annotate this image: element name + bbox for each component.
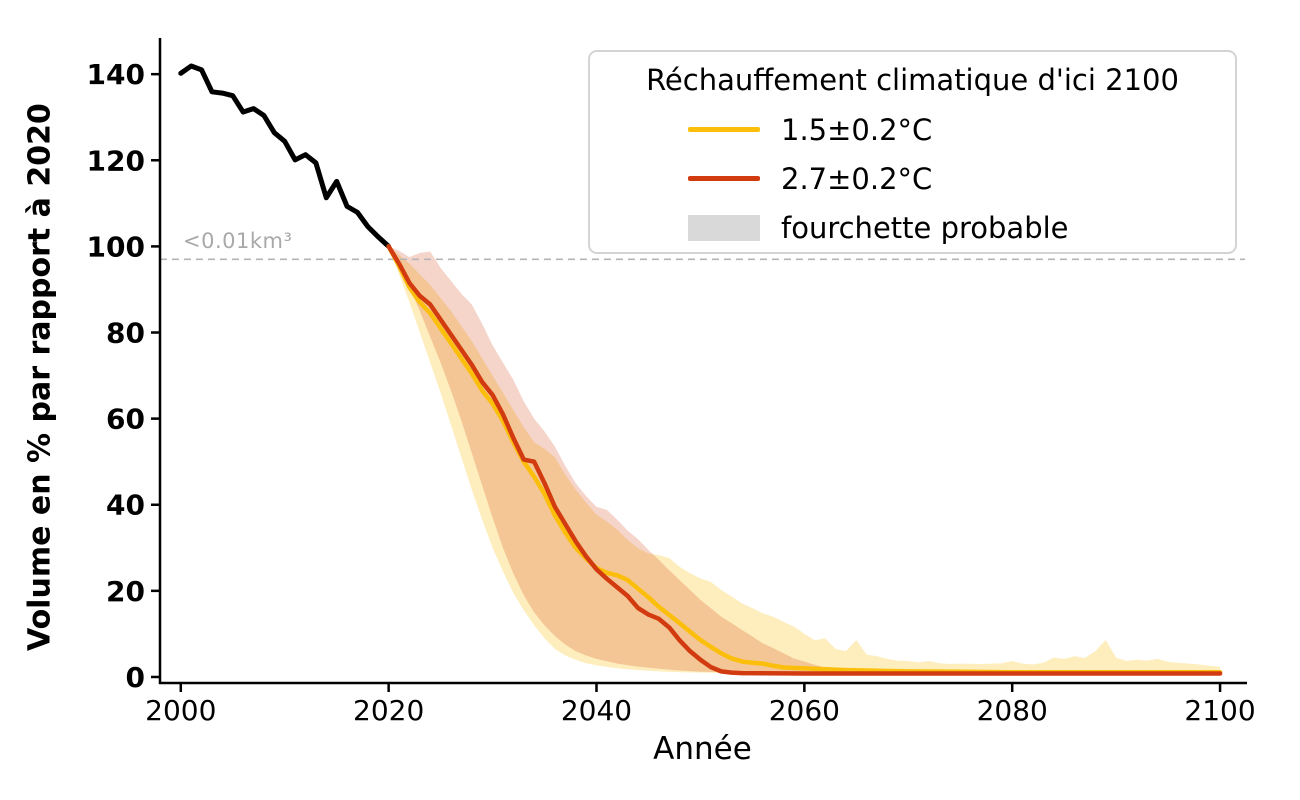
legend-line-swatch-red — [688, 176, 760, 181]
legend-title: Réchauffement climatique d'ici 2100 — [646, 63, 1179, 97]
legend-entry-warming-1-5: 1.5±0.2°C — [590, 105, 1235, 154]
series-line-observations historiques — [178, 63, 392, 249]
legend: Réchauffement climatique d'ici 2100 1.5±… — [588, 50, 1237, 254]
legend-rows: 1.5±0.2°C 2.7±0.2°C fourchette probable — [590, 105, 1235, 252]
x-tick-label: 2040 — [561, 694, 632, 727]
band-fourchette-probable-2.7 — [388, 246, 1221, 674]
y-tick-label: 80 — [106, 317, 145, 350]
x-tick-label: 2100 — [1184, 694, 1255, 727]
x-tick-label: 2060 — [769, 694, 840, 727]
threshold-annotation: <0.01km³ — [183, 229, 293, 253]
x-axis-label: Année — [653, 731, 752, 767]
legend-patch-swatch-gray — [688, 214, 760, 241]
legend-entry-label: 1.5±0.2°C — [781, 112, 933, 147]
legend-entry-warming-2-7: 2.7±0.2°C — [590, 154, 1235, 203]
legend-entry-likely-range: fourchette probable — [590, 203, 1235, 252]
x-tick-label: 2020 — [353, 694, 424, 727]
legend-entry-label: 2.7±0.2°C — [781, 161, 933, 196]
y-tick-label: 40 — [106, 489, 145, 522]
legend-entry-label: fourchette probable — [781, 210, 1069, 245]
series-line-1.5±0.2°C — [386, 244, 1223, 675]
y-tick-label: 140 — [87, 58, 145, 91]
y-tick-label: 20 — [106, 575, 145, 608]
y-tick-label: 60 — [106, 403, 145, 436]
y-tick-label: 100 — [87, 230, 145, 263]
y-tick-label: 0 — [126, 661, 145, 694]
x-tick-label: 2080 — [977, 694, 1048, 727]
x-tick-label: 2000 — [145, 694, 216, 727]
series-line-2.7±0.2°C — [386, 244, 1223, 676]
y-axis-label: Volume en % par rapport à 2020 — [22, 103, 58, 652]
legend-line-swatch-yellow — [688, 127, 760, 132]
y-tick-label: 120 — [87, 144, 145, 177]
